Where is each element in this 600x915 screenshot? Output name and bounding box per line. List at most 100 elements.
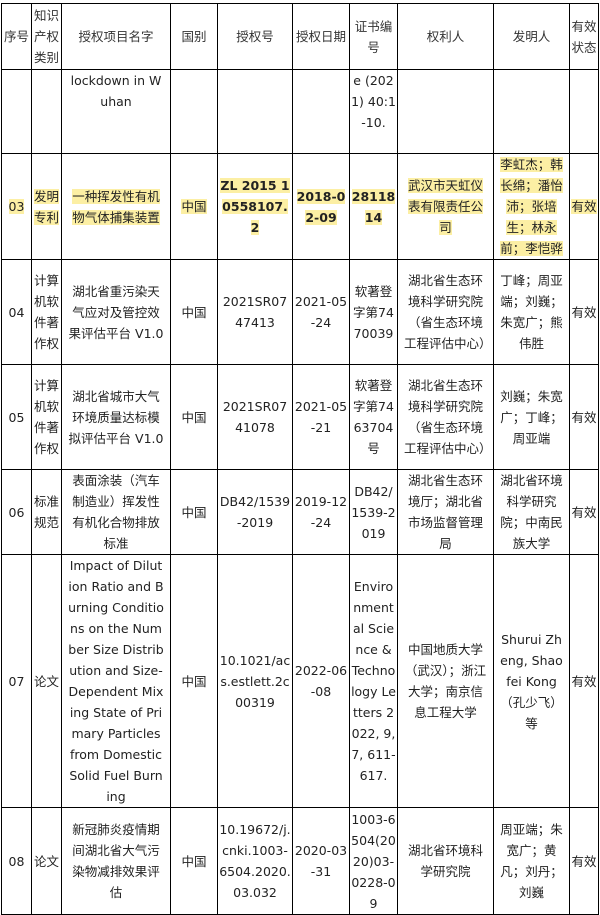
serial-number-text: 05 (8, 409, 25, 425)
cell-inventors: 周亚端；朱宽广；黄凡；刘丹；刘巍 (493, 807, 570, 915)
cell-project-name: 一种挥发性有机物气体捕集装置 (61, 153, 171, 260)
ip-type-text: 论文 (33, 673, 59, 689)
table-row: lockdown in Wuhan e (2021) 40:1-10. (1, 69, 599, 154)
country-text: 中国 (181, 673, 207, 689)
country-text: 中国 (181, 409, 207, 425)
table-row: 06 标准规范 表面涂装（汽车制造业）挥发性有机化合物排放标准 中国 DB42/1539… (1, 469, 599, 555)
cell-serial-number: 05 (1, 364, 32, 470)
cell-authorization-date (292, 69, 350, 154)
authorization-number-text: 10.1021/acs.estlett.2c00319 (219, 652, 291, 710)
cell-serial-number: 03 (1, 153, 32, 260)
inventors-text: 丁峰；周亚端；刘巍；朱宽广；熊伟胜 (500, 273, 563, 351)
cell-authorization-date: 2018-02-09 (292, 153, 350, 260)
cell-certificate-number: 软著登字第7463704号 (349, 364, 398, 470)
header-authorization-number: 授权号 (217, 3, 293, 70)
header-rights-holder: 权利人 (397, 3, 494, 70)
validity-status-text: 有效 (571, 673, 597, 689)
authorization-date-text: 2018-02-09 (296, 188, 346, 225)
authorization-date-text: 2021-05-24 (294, 294, 348, 330)
project-name-text: 新冠肺炎疫情期间湖北省大气污染物减排效果评估 (72, 822, 160, 900)
cell-ip-type: 计算机软件著作权 (31, 364, 62, 470)
cell-serial-number: 06 (1, 469, 32, 555)
table-header-row: 序号 知识产权类别 授权项目名字 国别 授权号 授权日期 证书编号 权利人 发明人 有效状态 (1, 3, 599, 70)
cell-inventors: 李虹杰；韩长绵；潘怡沛；张培生；林永前；李恺骅 (493, 153, 570, 260)
cell-certificate-number: 1003-6504(2020)03-0228-09 (349, 807, 398, 915)
cell-authorization-number: 10.19672/j.cnki.1003-6504.2020.03.032 (217, 807, 293, 915)
cell-country (170, 69, 218, 154)
inventors-text: Shurui Zheng, Shaofei Kong（孔少飞）等 (500, 631, 563, 731)
header-project-name: 授权项目名字 (61, 3, 171, 70)
serial-number-text: 04 (8, 304, 25, 320)
cell-validity-status: 有效 (569, 259, 599, 365)
cell-ip-type: 标准规范 (31, 469, 62, 555)
table-row: 08 论文 新冠肺炎疫情期间湖北省大气污染物减排效果评估 中国 10.19672/j.c… (1, 807, 599, 915)
inventors-text: 周亚端；朱宽广；黄凡；刘丹；刘巍 (500, 822, 563, 900)
authorization-number-text: 2021SR0741078 (222, 399, 288, 435)
certificate-number-text: 软著登字第7463704号 (353, 378, 394, 456)
cell-inventors: 刘巍；朱宽广；丁峰；周亚端 (493, 364, 570, 470)
certificate-number-text: e (2021) 40:1-10. (351, 73, 396, 130)
ip-type-text: 发明专利 (33, 188, 59, 225)
ip-type-text: 标准规范 (33, 494, 59, 530)
authorization-date-text: 2020-03-31 (294, 843, 348, 879)
cell-ip-type: 发明专利 (31, 153, 62, 260)
certificate-number-text: 2811814 (351, 188, 396, 225)
country-text: 中国 (181, 304, 207, 320)
cell-authorization-number: DB42/1539-2019 (217, 469, 293, 555)
cell-certificate-number: 2811814 (349, 153, 398, 260)
cell-country: 中国 (170, 554, 218, 808)
validity-status-text: 有效 (571, 304, 597, 320)
cell-authorization-date: 2021-05-21 (292, 364, 350, 470)
cell-ip-type: 论文 (31, 554, 62, 808)
validity-status-text: 有效 (571, 409, 597, 425)
rights-holder-text: 武汉市天虹仪表有限责任公司 (407, 178, 483, 235)
cell-inventors: 湖北省环境科学研究院；中南民族大学 (493, 469, 570, 555)
cell-certificate-number: 软著登字第7470039 (349, 259, 398, 365)
cell-validity-status: 有效 (569, 554, 599, 808)
cell-rights-holder: 湖北省生态环境厅；湖北省市场监督管理局 (397, 469, 494, 555)
cell-certificate-number: Environmental Science & Technology Lette… (349, 554, 398, 808)
cell-ip-type: 论文 (31, 807, 62, 915)
certificate-number-text: Environmental Science & Technology Lette… (351, 579, 396, 783)
header-authorization-date: 授权日期 (292, 3, 350, 70)
inventors-text: 刘巍；朱宽广；丁峰；周亚端 (500, 388, 563, 446)
ip-type-text: 论文 (33, 853, 59, 869)
header-country: 国别 (170, 3, 218, 70)
authorization-number-text: ZL 2015 1 0558107.2 (220, 178, 290, 235)
cell-certificate-number: DB42/1539-2019 (349, 469, 398, 555)
project-name-text: 湖北省重污染天气应对及管控效果评估平台 V1.0 (68, 283, 164, 341)
project-name-text: 湖北省城市大气环境质量达标模拟评估平台 V1.0 (68, 388, 164, 446)
cell-country: 中国 (170, 364, 218, 470)
serial-number-text: 06 (8, 504, 25, 520)
cell-authorization-date: 2021-05-24 (292, 259, 350, 365)
cell-rights-holder: 中国地质大学（武汉）；浙江大学；南京信息工程大学 (397, 554, 494, 808)
cell-authorization-number: ZL 2015 1 0558107.2 (217, 153, 293, 260)
cell-validity-status: 有效 (569, 807, 599, 915)
cell-project-name: 表面涂装（汽车制造业）挥发性有机化合物排放标准 (61, 469, 171, 555)
cell-country: 中国 (170, 807, 218, 915)
cell-validity-status (569, 69, 599, 154)
cell-inventors (493, 69, 570, 154)
cell-serial-number: 08 (1, 807, 32, 915)
country-text: 中国 (181, 504, 207, 520)
validity-status-text: 有效 (571, 853, 597, 869)
cell-inventors: 丁峰；周亚端；刘巍；朱宽广；熊伟胜 (493, 259, 570, 365)
project-name-text: 表面涂装（汽车制造业）挥发性有机化合物排放标准 (72, 473, 160, 551)
authorization-date-text: 2019-12-24 (294, 494, 348, 530)
authorization-number-text: 10.19672/j.cnki.1003-6504.2020.03.032 (219, 822, 291, 900)
cell-project-name: Impact of Dilution Ratio and Burning Con… (61, 554, 171, 808)
rights-holder-text: 中国地质大学（武汉）；浙江大学；南京信息工程大学 (404, 642, 487, 720)
inventors-text: 李虹杰；韩长绵；潘怡沛；张培生；林永前；李恺骅 (500, 157, 563, 256)
cell-inventors: Shurui Zheng, Shaofei Kong（孔少飞）等 (493, 554, 570, 808)
ip-type-text: 计算机软件著作权 (33, 273, 59, 351)
project-name-text: Impact of Dilution Ratio and Burning Con… (68, 558, 164, 804)
cell-validity-status: 有效 (569, 153, 599, 260)
header-inventors: 发明人 (493, 3, 570, 70)
cell-rights-holder: 湖北省生态环境科学研究院（省生态环境工程评估中心） (397, 259, 494, 365)
cell-authorization-date: 2019-12-24 (292, 469, 350, 555)
country-text: 中国 (181, 853, 207, 869)
rights-holder-text: 湖北省生态环境科学研究院（省生态环境工程评估中心） (404, 273, 492, 351)
certificate-number-text: DB42/1539-2019 (351, 483, 396, 541)
table-row: 04 计算机软件著作权 湖北省重污染天气应对及管控效果评估平台 V1.0 中国 2021… (1, 259, 599, 365)
serial-number-text: 08 (8, 853, 25, 869)
